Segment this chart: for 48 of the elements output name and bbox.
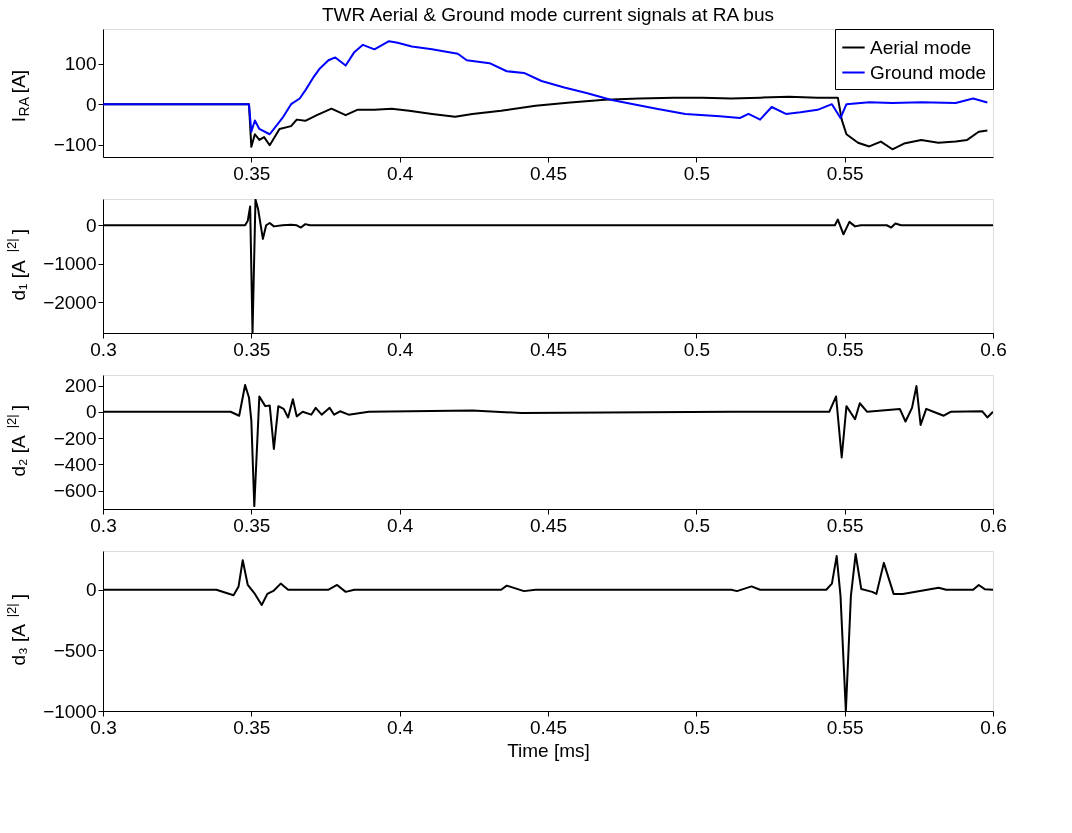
y-tick-label: −400 — [53, 453, 97, 475]
y-tick-label: 0 — [85, 93, 97, 115]
chart-title: TWR Aerial & Ground mode current signals at RA bus — [322, 3, 774, 25]
x-tick-label: 0.55 — [826, 162, 864, 184]
y-tick-label: 100 — [64, 53, 97, 75]
x-tick-label: 0.55 — [826, 716, 864, 738]
x-tick-label: 0.5 — [683, 338, 711, 360]
legend-label: Aerial mode — [870, 36, 972, 58]
y-tick-label: −2000 — [43, 291, 97, 313]
x-tick-label: 0.35 — [233, 716, 271, 738]
y-tick-label: 0 — [85, 579, 97, 601]
x-axis-title: Time [ms] — [507, 739, 590, 761]
x-tick-label: 0.4 — [386, 716, 414, 738]
y-axis-title: d₂ [A|2|] — [4, 404, 29, 477]
y-tick-label: −600 — [53, 480, 97, 502]
y-tick-label: −500 — [53, 639, 97, 661]
x-tick-label: 0.55 — [826, 514, 864, 536]
line-series — [103, 40, 989, 136]
x-tick-label: 0.5 — [683, 514, 711, 536]
x-tick-label: 0.3 — [90, 514, 117, 536]
y-tick-label: 0 — [85, 214, 97, 236]
x-tick-label: 0.3 — [90, 338, 117, 360]
x-tick-label: 0.4 — [386, 338, 414, 360]
x-tick-label: 0.45 — [530, 162, 567, 184]
x-tick-label: 0.35 — [233, 514, 271, 536]
legend-label: Ground mode — [870, 61, 987, 83]
x-tick-label: 0.35 — [233, 162, 271, 184]
x-tick-label: 0.45 — [530, 338, 567, 360]
y-tick-label: −1000 — [43, 253, 97, 275]
x-tick-label: 0.6 — [980, 716, 1007, 738]
x-tick-label: 0.45 — [530, 716, 567, 738]
y-tick-label: 200 — [64, 375, 97, 397]
y-tick-label: 0 — [85, 401, 97, 423]
x-tick-label: 0.55 — [826, 338, 864, 360]
x-tick-label: 0.45 — [530, 514, 567, 536]
x-tick-label: 0.6 — [980, 338, 1007, 360]
y-axis-title: d₁ [A|2|] — [4, 228, 29, 301]
y-tick-label: −100 — [53, 134, 97, 156]
x-tick-label: 0.6 — [980, 514, 1007, 536]
y-axis-title: IRA [A] — [8, 69, 32, 123]
y-tick-label: −1000 — [43, 700, 97, 722]
x-tick-label: 0.5 — [683, 162, 711, 184]
x-tick-label: 0.4 — [386, 514, 414, 536]
x-tick-label: 0.4 — [386, 162, 414, 184]
x-tick-label: 0.35 — [233, 338, 271, 360]
x-tick-label: 0.5 — [683, 716, 711, 738]
y-axis-title: d₃ [A|2|] — [4, 593, 29, 666]
y-tick-label: −200 — [53, 427, 97, 449]
